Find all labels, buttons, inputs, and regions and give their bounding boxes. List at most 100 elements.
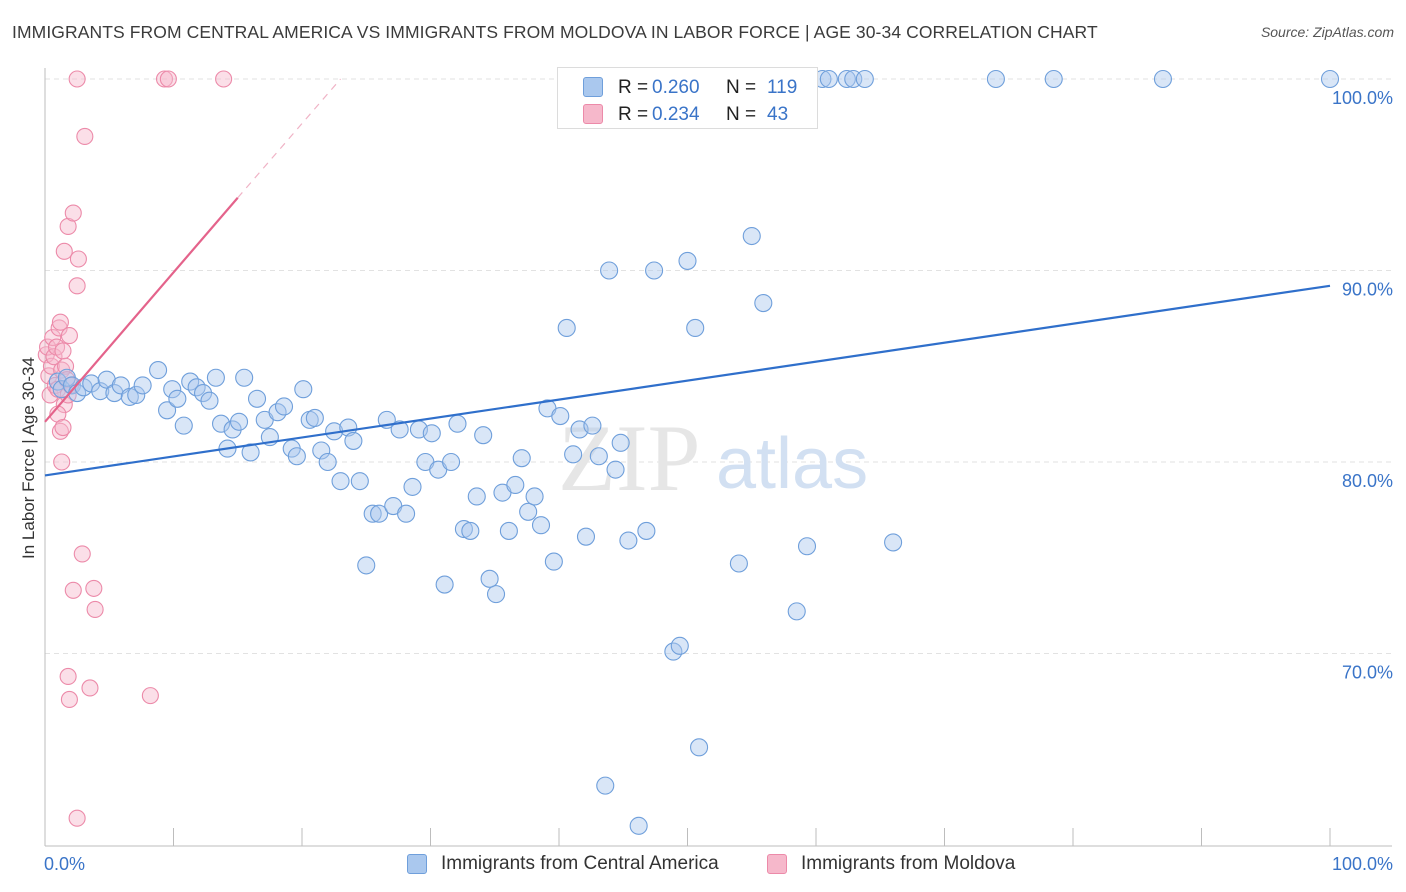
legend-swatch-blue [583,77,603,97]
data-point-central-america [583,416,602,435]
data-point-moldova [85,579,103,597]
data-point-central-america [363,504,382,523]
legend-swatch-pink [583,104,603,124]
data-point-central-america [467,487,486,506]
data-point-moldova [64,581,82,599]
data-point-central-america [596,776,615,795]
data-point-moldova [42,357,60,375]
tick-labels: 70.0% 80.0% 90.0% 100.0% 0.0% 100.0% [44,88,1393,874]
data-point-moldova [60,690,78,709]
data-point-central-america [600,261,619,280]
data-point-central-america [174,416,193,435]
data-point-moldova [81,679,99,697]
data-point-central-america [370,504,389,523]
data-point-central-america [305,408,324,428]
data-point-central-america [344,431,363,450]
legend-r-value: 0.234 [652,104,700,125]
data-point-central-america [229,412,249,431]
data-point-central-america [506,475,525,495]
data-point-central-america [127,385,146,405]
data-point-central-america [91,382,110,401]
data-point-central-america [133,376,152,395]
data-point-central-america [163,380,182,399]
legend-label: Immigrants from Central America [441,853,719,874]
grid-lines [45,78,1392,654]
data-point-central-america [557,318,576,338]
data-point-central-america [499,521,518,540]
series-central-america-points [48,69,1340,835]
data-point-moldova [68,809,86,827]
data-point-moldova [51,313,69,331]
data-point-moldova [57,357,75,375]
data-point-central-america [512,449,531,468]
data-point-central-america [797,537,817,556]
data-point-moldova [59,667,77,686]
data-point-central-america [670,636,689,655]
y-tick-label: 70.0% [1342,663,1393,683]
data-point-central-america [754,294,773,313]
data-point-moldova [54,418,72,437]
legend-swatch-pink [767,854,787,874]
data-point-moldova [159,70,177,88]
data-point-central-america [149,361,168,380]
data-point-central-america [223,420,242,439]
data-point-central-america [274,397,294,416]
data-point-central-america [837,69,856,89]
data-point-moldova [68,70,86,88]
x-tick-label: 0.0% [44,854,85,874]
series-legend: Immigrants from Central America Immigran… [0,852,1406,878]
legend-n-label: N = [726,104,757,125]
legend-row-moldova: R = 0.234 N = 43 [558,100,817,128]
data-point-central-america [678,251,697,270]
data-point-central-america [551,406,570,426]
data-point-central-america [206,368,225,387]
trend-line-moldova-extension [237,78,342,199]
axes [44,68,1392,847]
data-point-central-america [531,516,551,535]
data-point-moldova [45,348,63,366]
trend-line-moldova [44,197,239,423]
data-point-central-america [1153,69,1172,89]
data-point-moldova [215,70,233,88]
data-point-central-america [403,477,422,496]
data-point-central-america [1320,69,1340,89]
data-point-central-america [564,445,583,464]
data-point-central-america [690,738,709,757]
data-point-central-america [168,389,187,408]
data-point-moldova [53,453,71,471]
data-point-moldova [44,328,62,347]
data-point-central-america [589,447,608,466]
data-point-central-america [544,552,563,571]
data-point-central-america [448,414,467,433]
data-point-central-america [194,384,213,403]
legend-n-label: N = [726,77,757,98]
data-point-moldova [60,327,78,345]
trend-line-central-america [44,284,1331,477]
legend-row-central-america: R = 0.260 N = 119 [558,73,817,101]
data-point-central-america [235,368,254,387]
data-point-moldova [55,242,73,260]
watermark: ZIP atlas [558,405,868,511]
source-note: Source: ZipAtlas.com [1260,24,1394,40]
data-point-central-america [884,533,903,552]
data-point-central-america [855,69,874,89]
y-tick-label: 100.0% [1332,88,1393,108]
data-point-moldova [141,687,159,705]
data-point-central-america [525,487,544,506]
data-point-central-america [422,424,441,443]
data-point-central-america [52,380,71,399]
data-point-central-america [241,443,260,462]
data-point-central-america [787,602,806,621]
data-point-moldova [155,70,174,88]
data-point-central-america [645,261,664,280]
data-point-moldova [64,204,82,222]
data-point-moldova [73,545,91,563]
data-point-central-america [611,433,630,452]
data-point-central-america [606,460,625,479]
y-tick-label: 90.0% [1342,280,1393,300]
data-point-central-america [819,69,838,89]
data-point-moldova [69,250,87,268]
data-point-central-america [247,389,267,408]
data-point-central-america [397,504,416,523]
data-point-central-america [287,447,306,466]
